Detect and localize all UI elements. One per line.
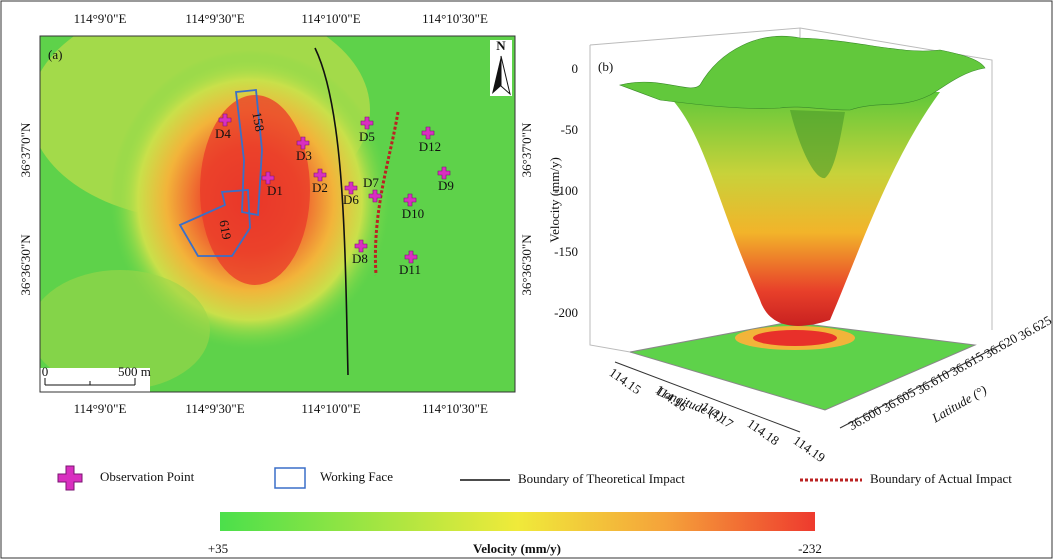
lon-label: 114°9'30"E [185,11,244,26]
point-label: D4 [215,126,231,141]
point-label: D3 [296,148,312,163]
colorbar-min: +35 [208,541,228,556]
lat-label: 36°36'30"N [18,234,33,296]
lon-label: 114°10'30"E [422,401,488,416]
point-label: D1 [267,183,283,198]
legend-label: Observation Point [100,469,195,484]
colorbar-title: Velocity (mm/y) [473,541,561,556]
z-tick-label: 0 [572,61,579,76]
point-label: D12 [419,139,441,154]
legend-label: Working Face [320,469,393,484]
scale-end: 500 m [118,364,151,379]
colorbar-max: -232 [798,541,822,556]
point-label: D7 [363,175,379,190]
lon-label: 114°9'0"E [74,401,127,416]
x-tick-label: 114.18 [745,416,783,449]
north-label: N [496,38,506,53]
y-tick-label: 36.620 [981,330,1019,361]
point-label: D11 [399,262,421,277]
panel-label: (b) [598,59,613,74]
legend-label: Boundary of Actual Impact [870,471,1012,486]
point-label: D8 [352,251,368,266]
lon-label: 114°9'0"E [74,11,127,26]
figure: (a) N 114°9'0"E 114°9'0"E 114°9'30"E 114°9'30… [0,0,1053,559]
lon-label: 114°10'0"E [301,401,360,416]
panel-label: (a) [48,47,62,62]
lat-label: 36°37'0"N [519,122,534,177]
x-tick-label: 114.19 [791,433,829,466]
y-tick-label: 36.610 [913,366,951,397]
z-axis-title: Velocity (mm/y) [547,157,562,243]
y-axis-title: Latitude (°) [928,382,989,426]
z-tick-label: -200 [554,305,578,320]
point-label: D5 [359,129,375,144]
scale-start: 0 [42,364,49,379]
point-label: D10 [402,206,424,221]
y-tick-label: 36.605 [879,384,917,415]
colorbar [220,512,815,531]
point-label: D6 [343,192,359,207]
lon-label: 114°10'0"E [301,11,360,26]
y-tick-label: 36.600 [845,402,883,433]
point-label: D2 [312,180,328,195]
x-tick-label: 114.15 [607,365,645,398]
lat-label: 36°36'30"N [519,234,534,296]
z-tick-label: -50 [561,122,578,137]
legend-label: Boundary of Theoretical Impact [518,471,685,486]
z-tick-label: -150 [554,244,578,259]
lon-label: 114°9'30"E [185,401,244,416]
y-tick-label: 36.625 [1015,312,1053,343]
lon-label: 114°10'30"E [422,11,488,26]
point-label: D9 [438,178,454,193]
lat-label: 36°37'0"N [18,122,33,177]
